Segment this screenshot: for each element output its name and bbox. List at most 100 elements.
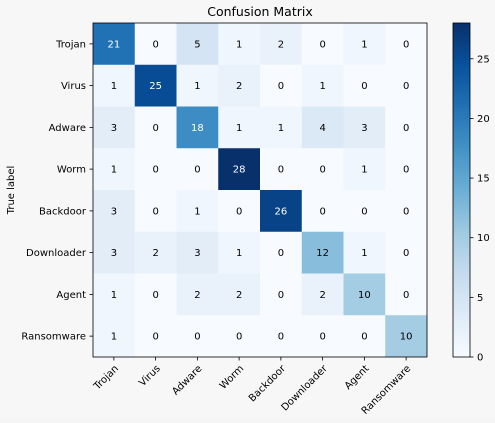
cell-value-label: 1: [278, 123, 284, 134]
x-tick-label: Backdoor: [247, 363, 289, 405]
cell-agent-backdoor: [260, 273, 303, 316]
cell-virus-ransomware: [385, 64, 428, 107]
cell-value-label: 0: [236, 206, 242, 217]
colorbar-tick-label: 0: [477, 353, 483, 364]
cell-trojan-agent: [343, 23, 386, 66]
cell-adware-downloader: [301, 106, 344, 149]
cell-value-label: 0: [403, 123, 409, 134]
cell-trojan-worm: [218, 23, 261, 66]
cell-value-label: 0: [361, 206, 367, 217]
cell-virus-backdoor: [260, 64, 303, 107]
cell-backdoor-worm: [218, 190, 261, 233]
cell-ransomware-adware: [176, 315, 219, 358]
cell-backdoor-backdoor: [260, 190, 303, 233]
cell-downloader-ransomware: [385, 231, 428, 274]
cell-trojan-backdoor: [260, 23, 303, 66]
cell-value-label: 3: [111, 123, 117, 134]
cell-value-label: 0: [403, 81, 409, 92]
colorbar-tick-label: 10: [477, 233, 490, 244]
y-tick-label: Backdoor: [39, 206, 87, 217]
y-tick-label: Worm: [57, 165, 86, 176]
cell-trojan-virus: [134, 23, 177, 66]
cell-value-label: 2: [319, 290, 325, 301]
plot-frame: [92, 22, 428, 358]
y-tick-label: Adware: [49, 123, 86, 134]
cell-backdoor-ransomware: [385, 190, 428, 233]
x-tick-label: Agent: [343, 363, 372, 392]
cell-value-label: 0: [152, 165, 158, 176]
cell-value-label: 1: [194, 206, 200, 217]
cell-value-label: 18: [191, 123, 204, 134]
cell-worm-worm: [218, 148, 261, 191]
cell-value-label: 0: [152, 290, 158, 301]
cell-value-label: 3: [194, 248, 200, 259]
cell-value-label: 2: [194, 290, 200, 301]
cell-downloader-worm: [218, 231, 261, 274]
x-tick-label: Worm: [218, 363, 246, 391]
cell-value-label: 2: [152, 248, 158, 259]
cell-downloader-adware: [176, 231, 219, 274]
cell-value-label: 1: [361, 165, 367, 176]
cell-value-label: 25: [149, 81, 162, 92]
cell-value-label: 1: [111, 332, 117, 343]
cell-adware-backdoor: [260, 106, 303, 149]
cell-backdoor-virus: [134, 190, 177, 233]
cell-value-label: 0: [152, 332, 158, 343]
cell-value-label: 0: [361, 81, 367, 92]
cell-value-label: 1: [361, 39, 367, 50]
cell-value-label: 0: [152, 39, 158, 50]
cell-backdoor-trojan: [93, 190, 136, 233]
x-tick-label: Trojan: [91, 363, 121, 393]
cell-value-label: 1: [236, 39, 242, 50]
cell-value-labels: 21 0 5 1 2 0 1 01 25 1 2 0 1 0 03 0 18 1 1 4 3 01 0 0 28 0 0 1 03 0 1 0…: [108, 39, 413, 342]
cell-virus-downloader: [301, 64, 344, 107]
cell-value-label: 2: [236, 81, 242, 92]
y-tick-labels: Trojan Virus Adware Worm Backdoor Downloader A…: [21, 39, 93, 343]
cell-worm-trojan: [93, 148, 136, 191]
cell-backdoor-downloader: [301, 190, 344, 233]
cell-virus-agent: [343, 64, 386, 107]
y-tick-label: Agent: [56, 290, 86, 301]
cell-ransomware-ransomware: [385, 315, 428, 358]
colorbar-ticks: 0 5 10 15 20 25: [470, 54, 490, 364]
cell-value-label: 21: [108, 39, 121, 50]
cell-backdoor-adware: [176, 190, 219, 233]
cell-value-label: 10: [358, 290, 371, 301]
cell-value-label: 0: [319, 39, 325, 50]
colorbar-tick-label: 5: [477, 293, 483, 304]
cell-value-label: 0: [319, 206, 325, 217]
heatmap-cells: [93, 23, 428, 358]
cell-worm-agent: [343, 148, 386, 191]
cell-adware-trojan: [93, 106, 136, 149]
cell-value-label: 12: [316, 248, 329, 259]
y-tick-label: Virus: [61, 81, 86, 92]
x-tick-label: Adware: [170, 363, 204, 397]
y-tick-label: Downloader: [26, 248, 87, 259]
cell-value-label: 0: [236, 332, 242, 343]
cell-agent-ransomware: [385, 273, 428, 316]
cell-value-label: 0: [278, 81, 284, 92]
cell-value-label: 0: [403, 39, 409, 50]
cell-virus-adware: [176, 64, 219, 107]
chart-title: Confusion Matrix: [207, 4, 313, 19]
cell-value-label: 0: [278, 248, 284, 259]
cell-value-label: 28: [233, 165, 246, 176]
cell-value-label: 1: [236, 248, 242, 259]
cell-adware-virus: [134, 106, 177, 149]
cell-trojan-downloader: [301, 23, 344, 66]
cell-value-label: 0: [403, 165, 409, 176]
cell-agent-trojan: [93, 273, 136, 316]
cell-value-label: 26: [275, 206, 288, 217]
cell-value-label: 1: [194, 81, 200, 92]
cell-value-label: 5: [194, 39, 200, 50]
colorbar: [452, 22, 471, 358]
cell-value-label: 0: [278, 290, 284, 301]
cell-ransomware-virus: [134, 315, 177, 358]
cell-value-label: 0: [319, 165, 325, 176]
cell-value-label: 3: [111, 248, 117, 259]
cell-ransomware-agent: [343, 315, 386, 358]
cell-adware-ransomware: [385, 106, 428, 149]
cell-worm-virus: [134, 148, 177, 191]
cell-value-label: 1: [111, 290, 117, 301]
